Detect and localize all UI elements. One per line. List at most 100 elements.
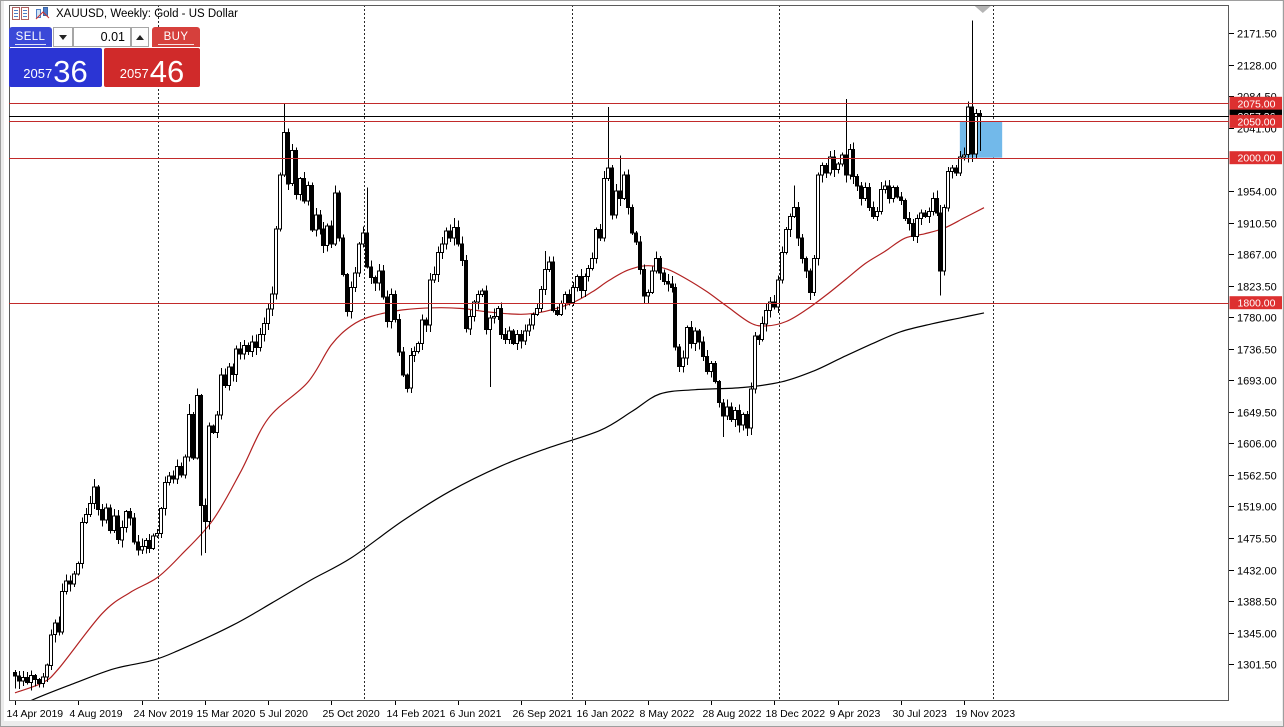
candle bbox=[606, 167, 610, 180]
ask-quote-box[interactable]: 2057 46 bbox=[104, 48, 200, 87]
candle bbox=[927, 210, 931, 217]
candle bbox=[689, 326, 693, 344]
candle bbox=[962, 154, 966, 158]
candle bbox=[586, 268, 590, 278]
candle bbox=[393, 294, 397, 320]
candle bbox=[191, 413, 195, 459]
date-tick-label: 18 Dec 2022 bbox=[766, 708, 826, 720]
candle bbox=[53, 622, 57, 636]
date-tick-label: 5 Jul 2020 bbox=[260, 708, 309, 720]
date-tick-label: 28 Aug 2022 bbox=[703, 708, 762, 720]
candle bbox=[626, 174, 630, 209]
candle bbox=[844, 154, 848, 176]
candle bbox=[618, 190, 622, 199]
candle bbox=[397, 318, 401, 353]
candle bbox=[610, 167, 614, 216]
candle bbox=[183, 456, 187, 476]
bid-quote-box[interactable]: 2057 36 bbox=[9, 48, 102, 87]
candle bbox=[357, 243, 361, 274]
candle bbox=[472, 301, 476, 317]
candle bbox=[45, 664, 49, 678]
date-tick-label: 4 Aug 2019 bbox=[70, 708, 123, 720]
candle bbox=[875, 210, 879, 217]
price-tick-label: 1693.00 bbox=[1237, 376, 1277, 388]
date-tick-label: 19 Nov 2023 bbox=[956, 708, 1016, 720]
date-tick-label: 6 Jun 2021 bbox=[450, 708, 502, 720]
candle bbox=[662, 272, 666, 283]
candle bbox=[254, 341, 258, 349]
candle bbox=[412, 350, 416, 357]
candle bbox=[266, 308, 270, 325]
sell-button[interactable]: SELL bbox=[9, 27, 52, 47]
candle bbox=[749, 388, 753, 429]
candle bbox=[175, 466, 179, 480]
plot-border bbox=[9, 5, 1229, 701]
candle bbox=[792, 207, 796, 217]
candle bbox=[13, 672, 17, 677]
candle bbox=[583, 276, 587, 291]
volume-increase-button[interactable] bbox=[131, 27, 149, 47]
candle bbox=[503, 334, 507, 341]
candle bbox=[812, 258, 816, 294]
date-tick-label: 8 May 2022 bbox=[640, 708, 695, 720]
candle bbox=[622, 174, 626, 199]
buy-button[interactable]: BUY bbox=[152, 27, 200, 47]
bottom-chrome-strip bbox=[1, 721, 1283, 726]
candle bbox=[966, 106, 970, 156]
candle bbox=[713, 363, 717, 383]
candle bbox=[895, 186, 899, 198]
chart-shift-marker-icon[interactable] bbox=[974, 6, 991, 13]
level-2050-axis-label: 2050.00 bbox=[1238, 116, 1276, 128]
candle bbox=[737, 410, 741, 426]
volume-decrease-button[interactable] bbox=[53, 27, 73, 47]
candle bbox=[851, 149, 855, 177]
support-1800-axis-label: 1800.00 bbox=[1238, 298, 1276, 310]
candle bbox=[903, 200, 907, 220]
candle bbox=[697, 330, 701, 343]
candle bbox=[942, 207, 946, 272]
price-tick-label: 1301.50 bbox=[1237, 660, 1277, 672]
candle bbox=[96, 486, 100, 510]
candle bbox=[108, 507, 112, 531]
candle bbox=[385, 296, 389, 322]
candlestick-chart-icon[interactable] bbox=[35, 7, 50, 20]
candle bbox=[721, 402, 725, 417]
volume-input[interactable] bbox=[73, 27, 131, 47]
date-tick-label: 30 Jul 2023 bbox=[893, 708, 947, 720]
candle bbox=[654, 258, 658, 272]
candle bbox=[349, 287, 353, 312]
candle bbox=[978, 113, 982, 117]
candle bbox=[282, 131, 286, 176]
candle bbox=[559, 302, 563, 315]
candle bbox=[416, 342, 420, 352]
candle bbox=[685, 326, 689, 359]
candle bbox=[693, 330, 697, 344]
one-click-trading-panel: SELL BUY 2057 36 2057 46 bbox=[9, 27, 200, 87]
candle bbox=[614, 190, 618, 216]
candle bbox=[828, 156, 832, 174]
candle bbox=[345, 273, 349, 312]
candle bbox=[452, 226, 456, 239]
candle bbox=[602, 178, 606, 239]
price-tick-label: 1649.50 bbox=[1237, 408, 1277, 420]
slow-ma-line bbox=[30, 312, 985, 700]
candle bbox=[29, 674, 33, 684]
price-tick-label: 1954.00 bbox=[1237, 187, 1277, 199]
quotes-table-icon[interactable] bbox=[12, 7, 29, 20]
candle bbox=[49, 634, 53, 666]
candlesticks bbox=[13, 20, 982, 691]
candle bbox=[17, 675, 21, 682]
candle bbox=[507, 330, 511, 341]
candle bbox=[68, 580, 72, 585]
candle bbox=[476, 294, 480, 303]
candle bbox=[448, 230, 452, 239]
candle bbox=[100, 508, 104, 521]
candle bbox=[234, 348, 238, 376]
candle bbox=[25, 677, 29, 684]
candle bbox=[41, 676, 45, 684]
candle bbox=[891, 186, 895, 199]
candle bbox=[76, 563, 80, 575]
candle bbox=[511, 330, 515, 344]
candle bbox=[531, 313, 535, 326]
